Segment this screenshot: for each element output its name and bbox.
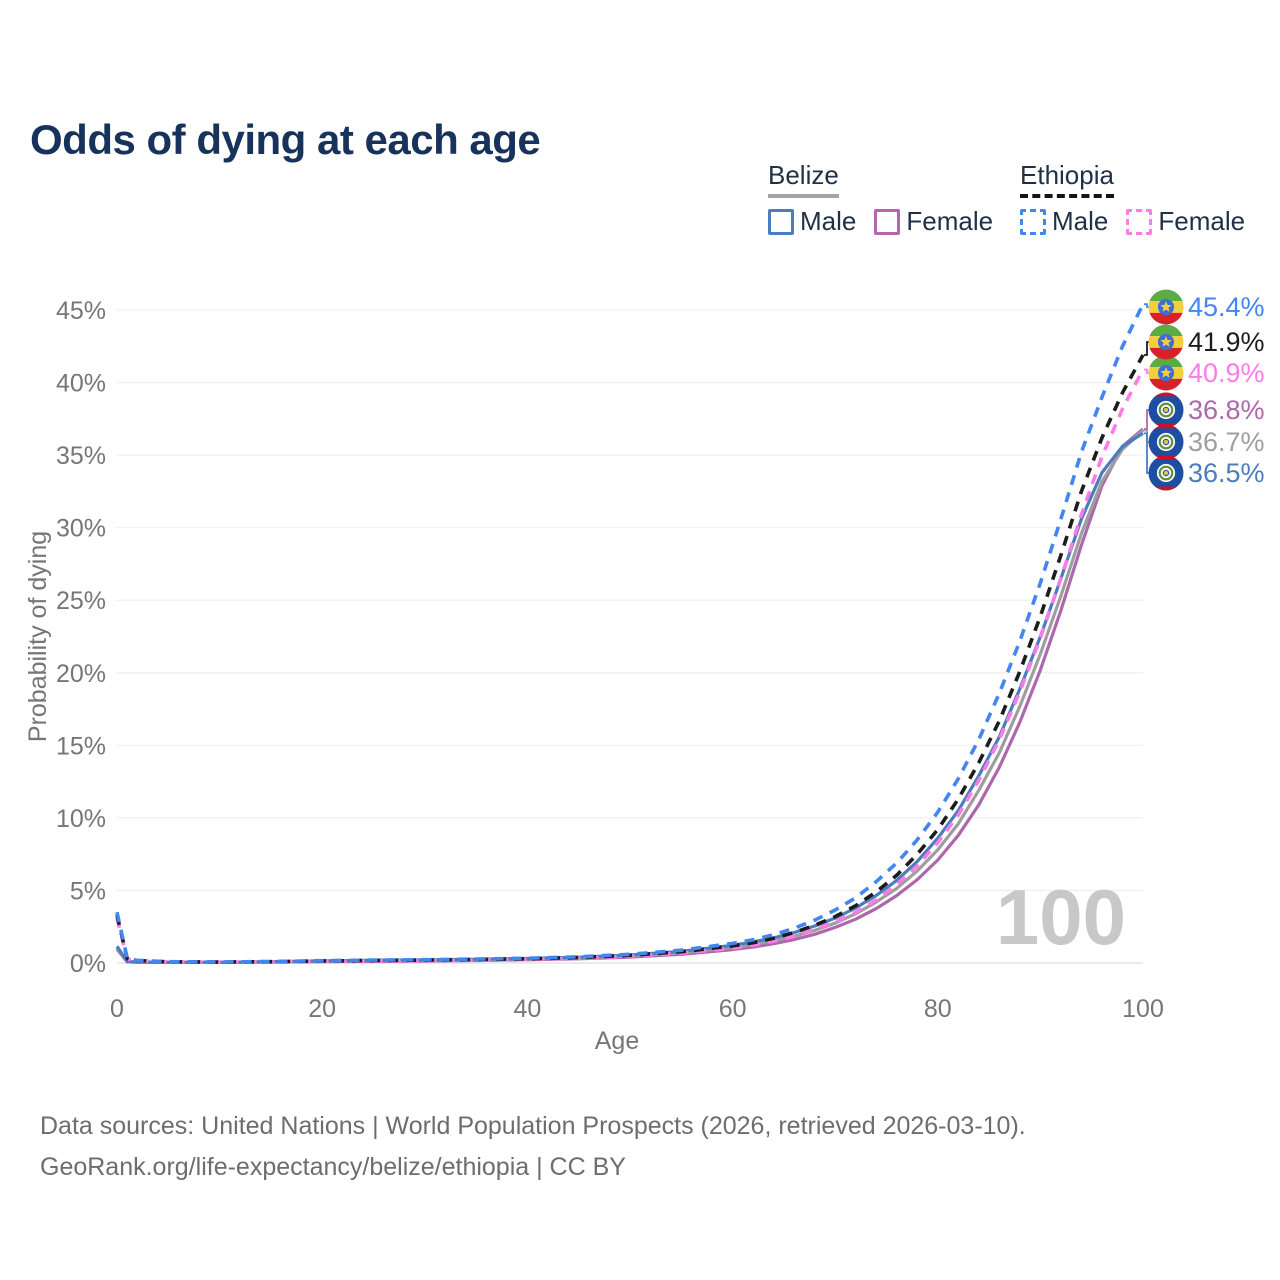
x-tick-label: 40 (513, 995, 541, 1023)
end-label-belize-both-sexes: 36.7% (1188, 427, 1265, 457)
y-tick-label: 15% (56, 732, 106, 760)
legend-label-belize-male: Male (800, 206, 857, 236)
checkbox-ethiopia-male-icon[interactable] (1020, 208, 1046, 235)
checkbox-belize-male-icon[interactable] (768, 208, 794, 235)
legend-item-belize-female[interactable]: Female (874, 206, 993, 237)
legend-item-ethiopia-female[interactable]: Female (1126, 206, 1245, 237)
line-belize-both-sexes[interactable] (115, 429, 1145, 964)
y-tick-label: 5% (70, 877, 106, 905)
y-axis-title: Probability of dying (24, 531, 52, 742)
footer: Data sources: United Nations | World Pop… (40, 1106, 1026, 1188)
x-tick-label: 100 (1122, 995, 1164, 1023)
y-tick-label: 45% (56, 297, 106, 325)
y-tick-label: 40% (56, 370, 106, 398)
page-title: Odds of dying at each age (30, 116, 541, 164)
legend-item-belize-male[interactable]: Male (768, 206, 856, 237)
legend-label-ethiopia-female: Female (1158, 206, 1246, 236)
x-axis-title: Age (595, 1027, 639, 1055)
legend-label-belize-female: Female (906, 206, 994, 236)
end-label-belize-male: 36.5% (1188, 458, 1265, 488)
legend-label-ethiopia-male: Male (1052, 206, 1109, 236)
flag-ethiopia-icon (1148, 324, 1184, 360)
flag-belize-icon (1148, 424, 1184, 460)
flag-belize-icon (1148, 455, 1184, 491)
flag-belize-icon (1148, 392, 1184, 428)
line-ethiopia-both-sexes[interactable] (115, 354, 1145, 964)
legend-group-belize: Belize Male Female (768, 160, 993, 237)
hover-age-indicator: 100 (996, 873, 1126, 961)
y-tick-label: 25% (56, 587, 106, 615)
checkbox-ethiopia-female-icon[interactable] (1126, 208, 1153, 235)
legend-group-ethiopia: Ethiopia Male Female (1020, 160, 1245, 237)
legend-country-belize[interactable]: Belize (768, 160, 839, 198)
legend-item-ethiopia-male[interactable]: Male (1020, 206, 1108, 237)
x-tick-label: 0 (110, 995, 124, 1023)
flag-ethiopia-icon (1148, 355, 1184, 391)
line-belize-male[interactable] (115, 431, 1144, 964)
x-tick-label: 20 (308, 995, 336, 1023)
x-tick-label: 60 (719, 995, 747, 1023)
y-tick-label: 30% (56, 515, 106, 543)
footer-link-line: GeoRank.org/life-expectancy/belize/ethio… (40, 1153, 626, 1181)
end-label-ethiopia-male: 45.4% (1188, 292, 1265, 322)
flag-ethiopia-icon (1148, 289, 1184, 325)
end-label-ethiopia-female: 40.9% (1188, 358, 1265, 388)
y-tick-label: 35% (56, 442, 106, 470)
footer-source-line: Data sources: United Nations | World Pop… (40, 1112, 1026, 1140)
end-label-belize-female: 36.8% (1188, 395, 1265, 425)
y-tick-label: 0% (70, 950, 106, 978)
legend-country-ethiopia[interactable]: Ethiopia (1020, 160, 1114, 198)
line-ethiopia-female[interactable] (115, 368, 1145, 964)
x-tick-label: 80 (924, 995, 952, 1023)
y-tick-label: 10% (56, 805, 106, 833)
checkbox-belize-female-icon[interactable] (874, 208, 901, 235)
end-label-ethiopia-both-sexes: 41.9% (1188, 327, 1265, 357)
line-ethiopia-male[interactable] (115, 303, 1145, 964)
y-tick-label: 20% (56, 660, 106, 688)
line-belize-female[interactable] (115, 427, 1145, 965)
